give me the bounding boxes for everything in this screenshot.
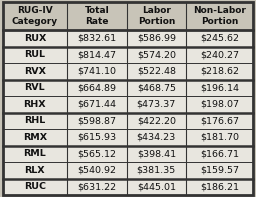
- Text: $832.61: $832.61: [77, 34, 116, 43]
- Text: $522.48: $522.48: [137, 67, 176, 76]
- Bar: [3, 178, 253, 195]
- Bar: [3, 30, 253, 46]
- Bar: [3, 129, 253, 146]
- Text: RHX: RHX: [24, 100, 46, 109]
- Text: $422.20: $422.20: [137, 116, 176, 125]
- Text: RHL: RHL: [24, 116, 46, 125]
- Text: RUC: RUC: [24, 182, 46, 191]
- Text: Total
Rate: Total Rate: [84, 6, 109, 26]
- Bar: [3, 80, 253, 96]
- Text: $473.37: $473.37: [137, 100, 176, 109]
- Text: $398.41: $398.41: [137, 149, 176, 158]
- Text: $540.92: $540.92: [78, 166, 116, 175]
- Bar: [3, 2, 253, 30]
- Text: $445.01: $445.01: [137, 182, 176, 191]
- Text: RUL: RUL: [24, 50, 45, 59]
- Text: Non-Labor
Portion: Non-Labor Portion: [193, 6, 246, 26]
- Text: $218.62: $218.62: [200, 67, 239, 76]
- Text: RMX: RMX: [23, 133, 47, 142]
- Bar: [3, 112, 253, 129]
- Text: $196.14: $196.14: [200, 83, 239, 92]
- Text: $574.20: $574.20: [137, 50, 176, 59]
- Text: $176.67: $176.67: [200, 116, 239, 125]
- Bar: [3, 63, 253, 80]
- Text: $434.23: $434.23: [137, 133, 176, 142]
- Bar: [3, 46, 253, 63]
- Text: $671.44: $671.44: [78, 100, 116, 109]
- Text: RUX: RUX: [24, 34, 46, 43]
- Text: $586.99: $586.99: [137, 34, 176, 43]
- Text: $166.71: $166.71: [200, 149, 239, 158]
- Text: $198.07: $198.07: [200, 100, 239, 109]
- Text: RML: RML: [24, 149, 46, 158]
- Text: $631.22: $631.22: [77, 182, 116, 191]
- Text: RUG-IV
Category: RUG-IV Category: [12, 6, 58, 26]
- Bar: [3, 146, 253, 162]
- Text: $814.47: $814.47: [78, 50, 116, 59]
- Text: RVX: RVX: [24, 67, 46, 76]
- Text: $598.87: $598.87: [78, 116, 116, 125]
- Text: $381.35: $381.35: [137, 166, 176, 175]
- Bar: [3, 162, 253, 178]
- Text: $240.27: $240.27: [200, 50, 239, 59]
- Bar: [3, 96, 253, 112]
- Text: $664.89: $664.89: [78, 83, 116, 92]
- Text: $181.70: $181.70: [200, 133, 239, 142]
- Text: $468.75: $468.75: [137, 83, 176, 92]
- Text: $565.12: $565.12: [78, 149, 116, 158]
- Text: RLX: RLX: [25, 166, 45, 175]
- Text: $186.21: $186.21: [200, 182, 239, 191]
- Text: Labor
Portion: Labor Portion: [138, 6, 175, 26]
- Text: $159.57: $159.57: [200, 166, 239, 175]
- Text: $741.10: $741.10: [78, 67, 116, 76]
- Text: RVL: RVL: [25, 83, 45, 92]
- Text: $615.93: $615.93: [77, 133, 116, 142]
- Text: $245.62: $245.62: [200, 34, 239, 43]
